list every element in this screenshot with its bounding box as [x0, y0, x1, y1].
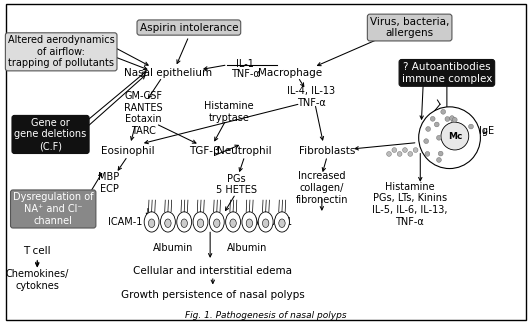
Ellipse shape [165, 219, 171, 227]
Ellipse shape [279, 219, 285, 227]
Text: VCAM-1: VCAM-1 [255, 217, 293, 227]
Ellipse shape [397, 152, 402, 156]
Text: Fig. 1. Pathogenesis of nasal polyps: Fig. 1. Pathogenesis of nasal polyps [185, 311, 347, 320]
Text: Growth persistence of nasal polyps: Growth persistence of nasal polyps [121, 290, 305, 300]
Text: IgE: IgE [479, 126, 494, 136]
Ellipse shape [437, 157, 442, 162]
Text: Nasal epithelium: Nasal epithelium [123, 68, 212, 78]
Ellipse shape [437, 135, 442, 140]
Text: T cell: T cell [23, 246, 51, 256]
Ellipse shape [450, 116, 454, 121]
Ellipse shape [161, 212, 176, 232]
Text: Virus, bacteria,
allergens: Virus, bacteria, allergens [370, 17, 450, 38]
Text: Chemokines/
cytoknes: Chemokines/ cytoknes [5, 270, 69, 291]
Ellipse shape [419, 107, 480, 168]
Ellipse shape [197, 219, 204, 227]
FancyBboxPatch shape [6, 4, 526, 320]
Text: Aspirin intolerance: Aspirin intolerance [139, 23, 238, 32]
Ellipse shape [438, 151, 443, 156]
Ellipse shape [213, 219, 220, 227]
Ellipse shape [445, 117, 450, 122]
Ellipse shape [144, 212, 159, 232]
Ellipse shape [242, 212, 257, 232]
Text: ICAM-1: ICAM-1 [108, 217, 142, 227]
Ellipse shape [387, 152, 392, 156]
Ellipse shape [441, 122, 469, 150]
Ellipse shape [441, 110, 446, 114]
Text: Albumin: Albumin [153, 243, 193, 253]
Ellipse shape [469, 124, 473, 129]
Text: Histamine
tryptase: Histamine tryptase [204, 101, 254, 122]
Text: Fibroblasts: Fibroblasts [299, 146, 355, 156]
Ellipse shape [258, 212, 273, 232]
Ellipse shape [451, 118, 456, 123]
Ellipse shape [430, 116, 435, 121]
Ellipse shape [193, 212, 208, 232]
Ellipse shape [262, 219, 269, 227]
Text: Eosinophil: Eosinophil [101, 146, 154, 156]
Ellipse shape [209, 212, 225, 232]
Ellipse shape [403, 148, 408, 152]
Text: PGs
5 HETES: PGs 5 HETES [216, 174, 257, 195]
Text: GM-CSF
RANTES
Eotaxin
TARC: GM-CSF RANTES Eotaxin TARC [124, 91, 163, 136]
Ellipse shape [177, 212, 192, 232]
Text: TGF-β: TGF-β [189, 146, 220, 156]
Text: ? Autoantibodies
immune complex: ? Autoantibodies immune complex [402, 62, 492, 84]
Ellipse shape [230, 219, 236, 227]
Text: Albumin: Albumin [227, 243, 268, 253]
Text: MBP
ECP: MBP ECP [98, 172, 120, 194]
Text: Gene or
gene deletions
(C.F): Gene or gene deletions (C.F) [14, 118, 87, 151]
Text: Mc: Mc [447, 132, 462, 141]
Ellipse shape [408, 152, 413, 156]
Ellipse shape [246, 219, 253, 227]
Text: Cellular and interstitial edema: Cellular and interstitial edema [134, 266, 292, 275]
Ellipse shape [275, 212, 289, 232]
Ellipse shape [413, 148, 418, 152]
Ellipse shape [424, 139, 429, 144]
Text: Histamine
PGs, LTs, Kinins
IL-5, IL-6, IL-13,
TNF-α: Histamine PGs, LTs, Kinins IL-5, IL-6, I… [372, 182, 447, 226]
Ellipse shape [392, 148, 397, 152]
Ellipse shape [452, 117, 457, 122]
Ellipse shape [425, 152, 430, 156]
Text: Altered aerodynamics
of airflow:
trapping of pollutants: Altered aerodynamics of airflow: trappin… [8, 35, 114, 68]
Text: IL-4, IL-13
TNF-α: IL-4, IL-13 TNF-α [287, 87, 335, 108]
Ellipse shape [434, 122, 439, 127]
Text: IL-1: IL-1 [236, 59, 254, 69]
Text: Increased
collagen/
fibronectin: Increased collagen/ fibronectin [296, 171, 348, 204]
Ellipse shape [226, 212, 240, 232]
Text: TNF-α: TNF-α [231, 69, 260, 78]
Text: Neutrophil: Neutrophil [218, 146, 272, 156]
Text: Macrophage: Macrophage [258, 68, 322, 78]
Text: Dysregulation of
NA⁺ and Cl⁻
channel: Dysregulation of NA⁺ and Cl⁻ channel [13, 192, 94, 226]
Ellipse shape [181, 219, 187, 227]
Ellipse shape [148, 219, 155, 227]
Ellipse shape [426, 127, 430, 131]
